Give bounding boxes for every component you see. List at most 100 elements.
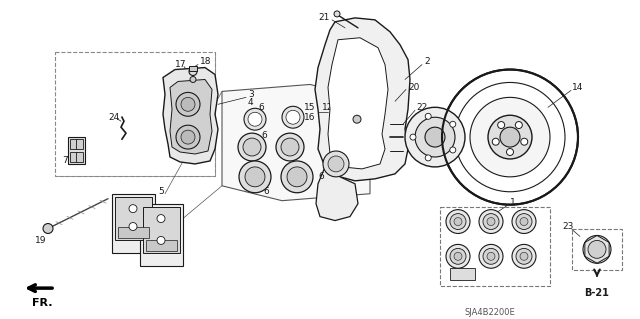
Circle shape: [181, 130, 195, 144]
Circle shape: [512, 244, 536, 268]
Polygon shape: [143, 207, 180, 253]
Bar: [55, 52, 215, 176]
Circle shape: [488, 115, 532, 159]
Circle shape: [487, 218, 495, 226]
Circle shape: [245, 167, 265, 187]
Text: 3: 3: [248, 90, 253, 99]
Circle shape: [500, 127, 520, 147]
Circle shape: [487, 252, 495, 260]
Circle shape: [516, 214, 532, 229]
Circle shape: [323, 151, 349, 177]
Bar: [70, 152, 77, 162]
Text: FR.: FR.: [32, 298, 52, 308]
Text: 6: 6: [263, 187, 269, 196]
Circle shape: [276, 133, 304, 161]
Text: 6: 6: [261, 130, 267, 140]
Circle shape: [506, 149, 513, 155]
Circle shape: [43, 224, 53, 234]
Text: 12: 12: [322, 103, 333, 112]
Bar: [55, 52, 215, 176]
Polygon shape: [118, 226, 149, 238]
Circle shape: [450, 121, 456, 127]
Bar: [70, 139, 77, 149]
Circle shape: [479, 244, 503, 268]
Text: 14: 14: [572, 83, 584, 92]
Circle shape: [129, 205, 137, 212]
Circle shape: [520, 218, 528, 226]
Bar: [572, 228, 622, 270]
Bar: [76, 152, 83, 162]
Circle shape: [512, 210, 536, 234]
Polygon shape: [112, 194, 155, 253]
Bar: [76, 139, 83, 149]
Circle shape: [455, 82, 565, 192]
Bar: [440, 207, 550, 286]
Circle shape: [425, 113, 431, 119]
Text: 16: 16: [304, 113, 316, 122]
Circle shape: [450, 214, 466, 229]
Circle shape: [157, 236, 165, 244]
Circle shape: [415, 117, 455, 157]
Text: 2: 2: [424, 57, 429, 66]
Circle shape: [446, 244, 470, 268]
Circle shape: [425, 127, 445, 147]
Circle shape: [520, 252, 528, 260]
Circle shape: [492, 138, 499, 145]
Circle shape: [446, 210, 470, 234]
Text: 6: 6: [258, 103, 264, 112]
Circle shape: [190, 77, 196, 82]
Text: 6: 6: [318, 172, 324, 181]
Circle shape: [498, 122, 505, 129]
Text: 17: 17: [175, 60, 186, 69]
Circle shape: [521, 138, 528, 145]
Text: 21: 21: [318, 13, 330, 22]
Polygon shape: [140, 204, 183, 266]
Circle shape: [328, 156, 344, 172]
Polygon shape: [316, 167, 358, 220]
Bar: [450, 268, 475, 280]
Circle shape: [448, 76, 572, 199]
Circle shape: [425, 155, 431, 161]
Circle shape: [176, 93, 200, 116]
Circle shape: [243, 138, 261, 156]
Text: 20: 20: [408, 83, 419, 92]
Polygon shape: [328, 38, 388, 169]
Text: B-21: B-21: [584, 288, 609, 298]
Polygon shape: [315, 18, 410, 181]
Circle shape: [334, 11, 340, 17]
Circle shape: [483, 214, 499, 229]
Circle shape: [248, 112, 262, 126]
Polygon shape: [163, 68, 218, 164]
Circle shape: [129, 223, 137, 231]
Circle shape: [410, 134, 416, 140]
Text: 1: 1: [510, 198, 516, 207]
Text: 7: 7: [62, 156, 68, 166]
Circle shape: [244, 108, 266, 130]
Text: 4: 4: [248, 98, 253, 107]
Text: 15: 15: [304, 103, 316, 112]
Circle shape: [470, 97, 550, 177]
Circle shape: [282, 106, 304, 128]
Circle shape: [450, 147, 456, 153]
Circle shape: [176, 125, 200, 149]
Circle shape: [442, 70, 578, 205]
Text: 24: 24: [108, 113, 119, 122]
Circle shape: [239, 161, 271, 193]
Circle shape: [483, 249, 499, 264]
Circle shape: [157, 215, 165, 223]
Circle shape: [405, 107, 465, 167]
Text: 23: 23: [562, 222, 573, 231]
Circle shape: [450, 249, 466, 264]
Circle shape: [515, 122, 522, 129]
Circle shape: [287, 167, 307, 187]
Circle shape: [189, 68, 197, 76]
Bar: [55, 52, 215, 176]
Polygon shape: [68, 137, 85, 164]
Circle shape: [181, 97, 195, 111]
Circle shape: [353, 115, 361, 123]
Text: 19: 19: [35, 236, 47, 245]
Circle shape: [479, 210, 503, 234]
Text: SJA4B2200E: SJA4B2200E: [465, 308, 515, 317]
Circle shape: [454, 218, 462, 226]
Circle shape: [286, 110, 300, 124]
